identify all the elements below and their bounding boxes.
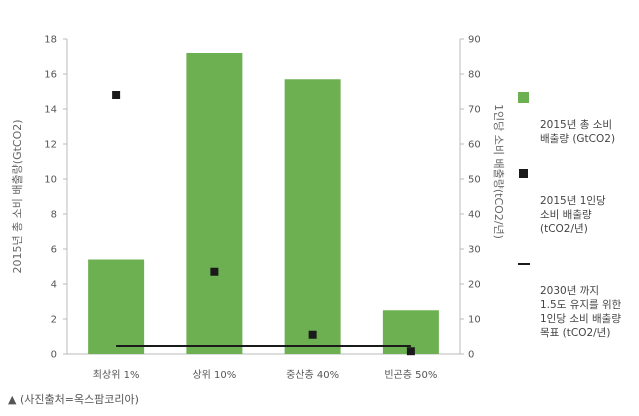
legend-label-line: 2030년 까지 1.5도 유지를 위한 1인당 소비 배출량 목표 (tCO2… <box>540 285 622 339</box>
bar <box>284 79 341 354</box>
data-point <box>406 347 415 356</box>
y-tick-label: 16 <box>44 70 57 81</box>
y-tick-label: 14 <box>44 105 57 116</box>
y2-axis-title: 1인당 소비 배출량(tCO2/년) <box>492 104 505 239</box>
y-axis-title: 2015년 총 소비 배출량(GtCO2) <box>11 119 24 273</box>
x-tick-label: 중산층 40% <box>286 369 339 381</box>
y2-tick-label: 80 <box>468 70 481 81</box>
data-point <box>308 330 317 339</box>
right-axis-ticks: 0 10 20 30 40 50 60 70 80 90 <box>460 35 481 361</box>
legend-swatch-point <box>519 169 528 178</box>
legend: 2015년 총 소비 배출량 (GtCO2) 2015년 1인당 소비 배출량 … <box>518 90 633 360</box>
y2-tick-label: 50 <box>468 175 481 186</box>
y-tick-label: 2 <box>51 315 57 326</box>
legend-swatch-line <box>518 263 530 265</box>
y-tick-label: 10 <box>44 175 57 186</box>
bar <box>186 53 243 354</box>
left-axis-ticks: 0 2 4 6 8 10 12 14 16 18 <box>44 35 67 361</box>
y2-tick-label: 20 <box>468 280 481 291</box>
y-tick-label: 18 <box>44 35 57 46</box>
data-point <box>210 267 219 276</box>
legend-label-point: 2015년 1인당 소비 배출량 (tCO2/년) <box>540 195 606 235</box>
y2-tick-label: 40 <box>468 210 481 221</box>
y2-tick-label: 0 <box>468 350 474 361</box>
y-tick-label: 6 <box>51 245 57 256</box>
legend-item-point: 2015년 1인당 소비 배출량 (tCO2/년) <box>518 166 633 236</box>
legend-item-line: 2030년 까지 1.5도 유지를 위한 1인당 소비 배출량 목표 (tCO2… <box>518 256 633 340</box>
legend-swatch-bar <box>518 92 529 103</box>
data-point <box>112 91 121 99</box>
y-tick-label: 0 <box>51 350 57 361</box>
y2-tick-label: 90 <box>468 35 481 46</box>
y2-tick-label: 10 <box>468 315 481 326</box>
y2-tick-label: 30 <box>468 245 481 256</box>
y-tick-label: 4 <box>51 280 57 291</box>
y2-tick-label: 60 <box>468 140 481 151</box>
photo-source-caption: ▲ (사진출처=옥스팜코리아) <box>8 393 139 406</box>
bar <box>88 259 145 354</box>
bar-series <box>88 53 439 354</box>
x-tick-label: 빈곤층 50% <box>384 369 437 381</box>
legend-label-bar: 2015년 총 소비 배출량 (GtCO2) <box>540 119 616 145</box>
y2-tick-label: 70 <box>468 105 481 116</box>
x-axis-ticks: 최상위 1% 상위 10% 중산층 40% 빈곤층 50% <box>93 368 438 381</box>
y-tick-label: 8 <box>51 210 57 221</box>
y-tick-label: 12 <box>44 140 57 151</box>
x-tick-label: 상위 10% <box>192 368 236 381</box>
legend-item-bar: 2015년 총 소비 배출량 (GtCO2) <box>518 90 633 146</box>
x-tick-label: 최상위 1% <box>93 368 140 381</box>
per-capita-point-series <box>112 91 415 356</box>
